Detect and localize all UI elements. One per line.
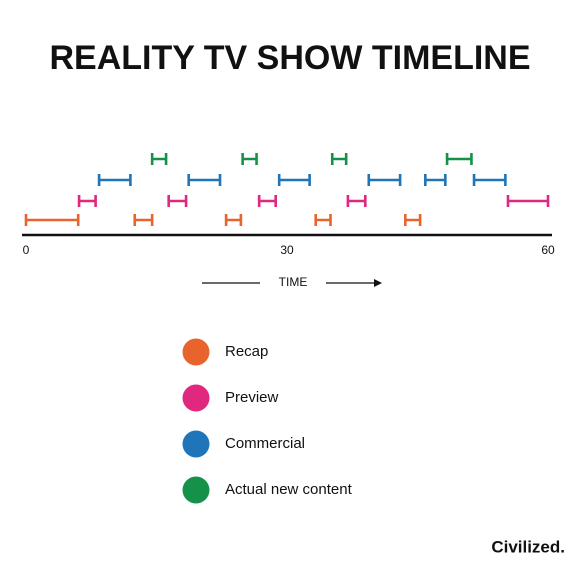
interval (224, 214, 243, 226)
interval (445, 153, 473, 165)
interval (506, 195, 550, 207)
legend-swatch (182, 430, 210, 458)
chart-title: REALITY TV SHOW TIMELINE (49, 39, 530, 77)
legend-swatch (182, 338, 210, 366)
interval (346, 195, 367, 207)
interval (77, 195, 97, 207)
interval (167, 195, 188, 207)
interval (133, 214, 154, 226)
interval (24, 214, 80, 226)
legend-swatch (182, 384, 210, 412)
interval (241, 153, 258, 165)
x-tick-label: 60 (541, 243, 555, 257)
interval (314, 214, 332, 226)
interval (277, 174, 311, 186)
legend-label: Preview (225, 389, 279, 406)
interval (472, 174, 507, 186)
legend-label: Actual new content (225, 481, 353, 498)
arrow-head (374, 279, 382, 287)
x-tick-label: 30 (280, 243, 294, 257)
x-tick-label: 0 (23, 243, 30, 257)
legend-label: Commercial (225, 435, 305, 452)
legend-swatch (182, 476, 210, 504)
brand: Civilized. (491, 537, 565, 556)
interval (330, 153, 348, 165)
interval (97, 174, 132, 186)
legend-label: Recap (225, 343, 268, 360)
interval (424, 174, 447, 186)
x-axis-label: TIME (279, 275, 308, 289)
interval (257, 195, 277, 207)
interval (404, 214, 422, 226)
interval (367, 174, 402, 186)
interval (150, 153, 168, 165)
interval (187, 174, 222, 186)
